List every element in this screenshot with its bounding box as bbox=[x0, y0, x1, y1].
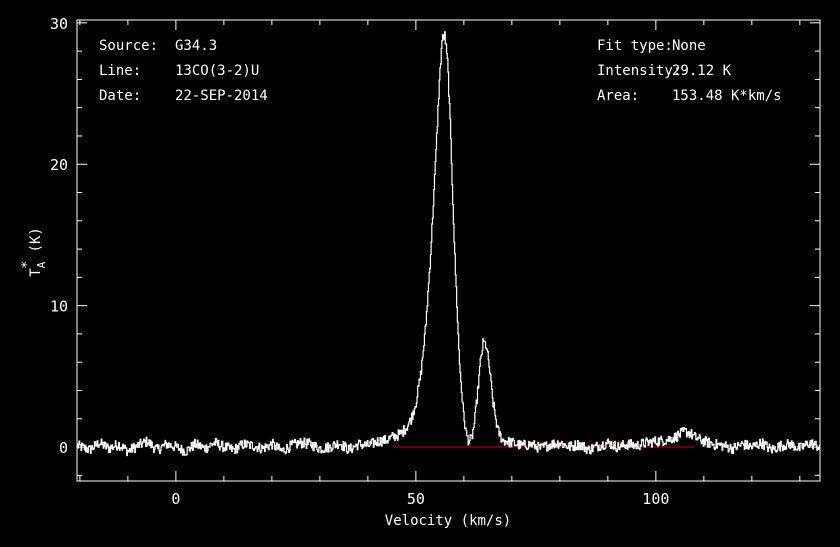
series-layer bbox=[77, 31, 821, 457]
plot-border bbox=[76, 19, 821, 482]
info-right-value-1: 29.12 K bbox=[672, 63, 732, 79]
info-left-value-2: 22-SEP-2014 bbox=[175, 88, 268, 104]
info-right-label-0: Fit type: bbox=[597, 38, 673, 54]
info-panel-left: Source: G34.3 Line: 13CO(3-2)U Date: 22-SEP-2… bbox=[99, 38, 268, 104]
y-tick-label-2: 20 bbox=[50, 156, 68, 174]
y-axis-label-sup: * bbox=[20, 261, 35, 269]
info-left-value-0: G34.3 bbox=[175, 38, 217, 54]
info-right-label-2: Area: bbox=[597, 88, 639, 104]
y-tick-label-1: 10 bbox=[50, 298, 68, 316]
info-left-value-1: 13CO(3-2)U bbox=[175, 63, 259, 79]
info-left-label-0: Source: bbox=[99, 38, 158, 54]
axis-ticks: 0 50 100 0 10 20 30 bbox=[50, 15, 820, 508]
spectrum-line-0 bbox=[77, 31, 821, 457]
x-tick-label-1: 50 bbox=[407, 490, 425, 508]
info-left-label-2: Date: bbox=[99, 88, 141, 104]
info-right-label-1: Intensity: bbox=[597, 63, 681, 79]
info-right-value-2: 153.48 K*km/s bbox=[672, 88, 782, 104]
x-tick-label-0: 0 bbox=[171, 490, 180, 508]
info-right-value-0: None bbox=[672, 38, 706, 54]
y-tick-label-0: 0 bbox=[59, 439, 68, 457]
y-axis-label-main: T bbox=[28, 268, 44, 277]
y-axis-label-sub: A bbox=[35, 261, 48, 268]
y-tick-label-3: 30 bbox=[50, 15, 68, 33]
svg-text:TA* (K): TA* (K) bbox=[20, 227, 48, 277]
x-axis-label: Velocity (km/s) bbox=[385, 513, 511, 529]
x-tick-label-2: 100 bbox=[642, 490, 669, 508]
y-axis-label: TA* (K) bbox=[20, 227, 48, 277]
plot-frame bbox=[76, 19, 821, 482]
info-left-label-1: Line: bbox=[99, 63, 141, 79]
y-axis-label-unit: (K) bbox=[28, 227, 44, 261]
info-panel-right: Fit type: None Intensity:29.12 K Area: 153.4… bbox=[597, 38, 782, 104]
